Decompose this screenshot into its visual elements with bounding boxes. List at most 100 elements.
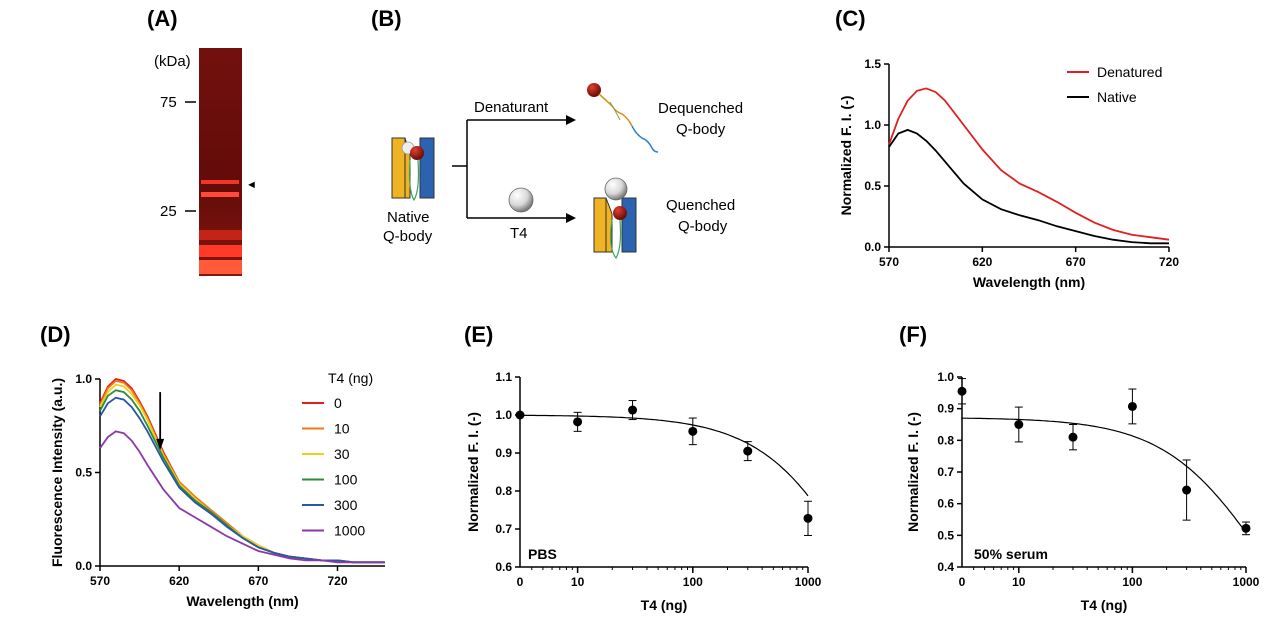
y-tick-label: 0.0 bbox=[864, 240, 881, 254]
y-tick-label: 1.1 bbox=[495, 370, 512, 384]
series-line-Denatured bbox=[888, 87, 1170, 241]
fit-curve bbox=[961, 417, 1247, 533]
denaturant-label: Denaturant bbox=[474, 99, 549, 116]
quenched-label-1: Quenched bbox=[666, 197, 735, 214]
dequenched-qbody-icon bbox=[587, 83, 659, 153]
annotation-label: 50% serum bbox=[974, 546, 1048, 562]
y-tick-label: 0.7 bbox=[495, 522, 512, 536]
panel-label-e: (E) bbox=[464, 322, 494, 347]
data-point bbox=[1127, 401, 1137, 411]
x-axis-label: Wavelength (nm) bbox=[186, 593, 298, 609]
panel-label-a: (A) bbox=[147, 6, 178, 31]
t4-molecule-icon bbox=[508, 187, 534, 213]
gel-unit-label: (kDa) bbox=[154, 53, 191, 70]
legend-label: 100 bbox=[334, 472, 358, 488]
annotation-label: PBS bbox=[528, 546, 557, 562]
chart-f-svg: 0.4 0.5 0.6 0.7 0.8 0.9 1.0 0 10 100 1000 T4 (ng) No… bbox=[905, 370, 1260, 613]
x-tick-label: 620 bbox=[169, 574, 189, 588]
gel-band-bottom bbox=[199, 245, 242, 257]
data-point bbox=[803, 513, 813, 523]
schematic-panel: Native Q-body Denaturant T4 Dequenched Q… bbox=[370, 40, 800, 280]
quenched-qbody-icon bbox=[593, 177, 637, 260]
legend-label: 1000 bbox=[334, 523, 365, 539]
x-tick-label: 570 bbox=[90, 574, 110, 588]
data-point bbox=[573, 417, 583, 427]
y-axis-label: Normalized F. I. (-) bbox=[838, 96, 854, 216]
y-axis-label: Normalized F. I. (-) bbox=[465, 412, 481, 532]
panel-label-c: (C) bbox=[835, 6, 866, 31]
y-tick-label: 0.9 bbox=[937, 402, 954, 416]
x-tick-label: 670 bbox=[1066, 255, 1086, 269]
chart-c-svg: 0.0 0.5 1.0 1.5 570 620 670 720 Wavelength (nm) N… bbox=[838, 57, 1179, 290]
y-tick-label: 0.5 bbox=[937, 528, 954, 542]
x-tick-label: 1000 bbox=[795, 575, 822, 589]
data-point bbox=[1182, 485, 1192, 495]
y-tick-label: 0.5 bbox=[75, 466, 92, 480]
legend-label: Denatured bbox=[1097, 64, 1162, 80]
legend-label: 10 bbox=[334, 421, 350, 437]
x-tick-label: 670 bbox=[248, 574, 268, 588]
y-tick-label: 0.4 bbox=[937, 560, 954, 574]
series-line-Native bbox=[888, 128, 1169, 245]
gel-svg: (kDa) 75 25 ◄ bbox=[154, 48, 257, 276]
y-tick-label: 0.0 bbox=[75, 559, 92, 573]
x-axis-label: Wavelength (nm) bbox=[973, 274, 1085, 290]
gel-panel: (kDa) 75 25 ◄ bbox=[140, 40, 270, 280]
t4-arrow-label: T4 bbox=[510, 225, 528, 242]
x-axis-label: T4 (ng) bbox=[1081, 597, 1128, 613]
y-tick-label: 1.0 bbox=[75, 372, 92, 386]
data-point bbox=[515, 410, 525, 420]
x-tick-label: 620 bbox=[972, 255, 992, 269]
data-point bbox=[688, 426, 698, 436]
chart-f-panel: 0.4 0.5 0.6 0.7 0.8 0.9 1.0 0 10 100 1000 T4 (ng) No… bbox=[900, 355, 1270, 630]
data-point bbox=[957, 386, 967, 396]
panel-label-b: (B) bbox=[371, 6, 402, 31]
y-axis-label: Fluorescence Intensity (a.u.) bbox=[49, 378, 65, 567]
x-tick-label: 720 bbox=[327, 574, 347, 588]
native-label-1: Native bbox=[387, 209, 430, 226]
x-tick-label: 1000 bbox=[1233, 575, 1260, 589]
y-tick-label: 0.7 bbox=[937, 465, 954, 479]
y-tick-label: 0.9 bbox=[495, 446, 512, 460]
gel-marker-75: 75 bbox=[160, 94, 177, 111]
legend-label: 30 bbox=[334, 446, 350, 462]
x-tick-label: 10 bbox=[571, 575, 585, 589]
y-tick-label: 1.0 bbox=[495, 408, 512, 422]
x-tick-label: 100 bbox=[683, 575, 703, 589]
x-axis-label: T4 (ng) bbox=[641, 597, 688, 613]
y-tick-label: 0.6 bbox=[495, 560, 512, 574]
legend-label: 300 bbox=[334, 497, 358, 513]
y-tick-label: 1.5 bbox=[864, 57, 881, 71]
x-tick-label: 10 bbox=[1012, 575, 1026, 589]
x-tick-label: 570 bbox=[879, 255, 899, 269]
dequenched-label-1: Dequenched bbox=[658, 100, 743, 117]
schematic-svg: Native Q-body Denaturant T4 Dequenched Q… bbox=[383, 83, 743, 260]
data-point bbox=[1241, 523, 1251, 533]
data-point bbox=[1068, 432, 1078, 442]
chart-e-panel: 0.6 0.7 0.8 0.9 1.0 1.1 0 10 100 1000 T4 (ng) Norma… bbox=[462, 355, 842, 630]
legend-label: Native bbox=[1097, 89, 1137, 105]
quenched-label-2: Q-body bbox=[678, 218, 728, 235]
x-tick-label: 100 bbox=[1122, 575, 1142, 589]
x-tick-label-zero: 0 bbox=[517, 575, 524, 589]
fit-curve bbox=[519, 414, 809, 497]
data-point bbox=[1014, 420, 1024, 429]
native-label-2: Q-body bbox=[383, 228, 433, 245]
gel-arrow-icon: ◄ bbox=[246, 179, 257, 191]
data-point bbox=[743, 446, 753, 456]
gel-band-lower bbox=[201, 192, 239, 197]
y-axis-label: Normalized F. I. (-) bbox=[905, 412, 921, 532]
gel-band-upper bbox=[201, 180, 239, 184]
series-line-300 bbox=[99, 396, 385, 564]
x-tick-label-zero: 0 bbox=[959, 575, 966, 589]
y-tick-label: 0.6 bbox=[937, 497, 954, 511]
legend-title: T4 (ng) bbox=[328, 370, 373, 386]
y-tick-label: 0.5 bbox=[864, 179, 881, 193]
gel-marker-25: 25 bbox=[160, 203, 177, 220]
data-point bbox=[628, 405, 638, 415]
chart-c-panel: 0.0 0.5 1.0 1.5 570 620 670 720 Wavelength (nm) N… bbox=[835, 40, 1195, 315]
y-tick-label: 0.8 bbox=[937, 433, 954, 447]
down-arrow-head-icon bbox=[156, 438, 165, 451]
y-tick-label: 1.0 bbox=[937, 370, 954, 384]
x-tick-label: 720 bbox=[1159, 255, 1179, 269]
